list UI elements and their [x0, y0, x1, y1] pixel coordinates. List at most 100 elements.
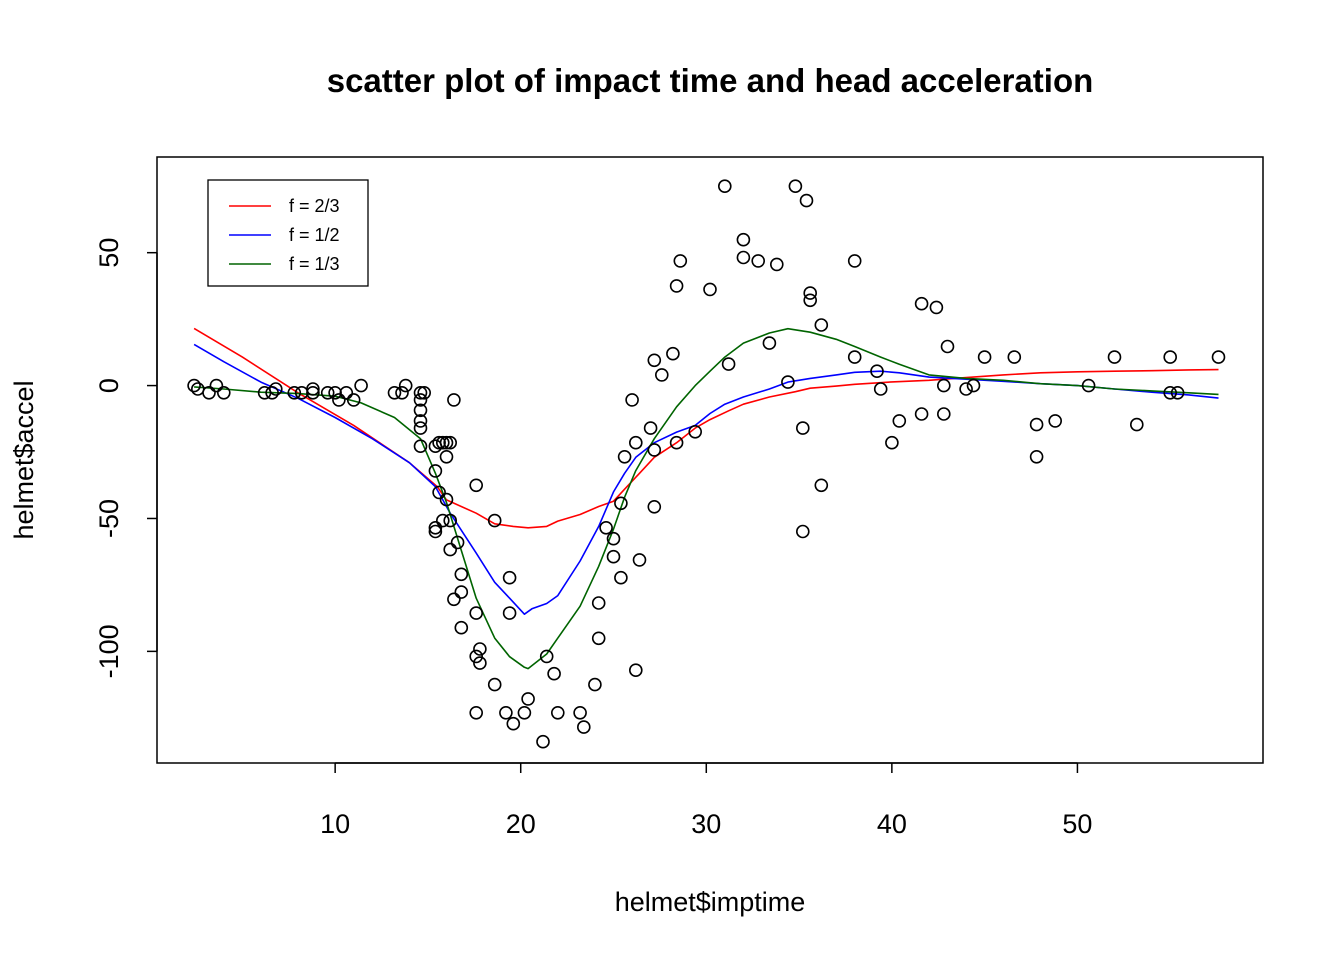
data-point [539, 649, 554, 664]
data-point [387, 385, 402, 400]
data-point [332, 393, 346, 407]
x-tick-label: 40 [877, 809, 907, 839]
data-point [547, 666, 561, 681]
data-point [191, 382, 205, 396]
x-axis: 10 20 30 40 50 [320, 762, 1092, 839]
data-point [814, 478, 829, 493]
data-point [447, 393, 461, 407]
data-point [814, 318, 829, 332]
data-point [499, 705, 513, 720]
data-point [413, 393, 428, 407]
data-point [751, 254, 766, 268]
data-point [795, 421, 810, 435]
data-point [209, 378, 224, 393]
data-point [781, 375, 795, 389]
data-point [432, 485, 446, 500]
data-point [666, 346, 680, 361]
data-point [1163, 350, 1177, 364]
data-points [187, 179, 1226, 749]
series-line-3 [194, 327, 1219, 670]
data-point [202, 385, 216, 400]
data-point [550, 705, 565, 720]
data-point [506, 716, 521, 731]
data-point [413, 439, 428, 454]
legend-label: f = 1/3 [289, 254, 340, 274]
data-point [413, 421, 428, 435]
data-point [454, 585, 469, 599]
data-point [428, 524, 443, 539]
data-point [346, 393, 361, 407]
data-point [473, 656, 487, 670]
data-point [762, 336, 777, 350]
data-point [606, 549, 621, 564]
y-tick-label: -100 [94, 624, 124, 678]
data-point [473, 642, 487, 656]
data-point [1211, 350, 1226, 364]
data-point [936, 378, 951, 393]
data-point [977, 350, 992, 364]
y-tick-label: 50 [94, 238, 124, 268]
data-point [521, 692, 535, 706]
data-point [914, 407, 929, 421]
data-point [428, 439, 443, 454]
data-point [187, 378, 201, 393]
data-point [502, 570, 517, 585]
data-point [588, 677, 602, 692]
y-axis: 50 0 -50 -100 [94, 238, 158, 678]
data-point [469, 606, 484, 620]
data-point [1029, 417, 1044, 432]
y-tick-label: 0 [94, 378, 124, 393]
data-point [428, 520, 443, 535]
data-point [1163, 385, 1177, 400]
data-point [591, 631, 606, 646]
data-point [395, 385, 409, 400]
data-point [328, 385, 342, 400]
data-point [469, 649, 484, 664]
series-line-1 [193, 327, 1219, 529]
data-point [647, 353, 662, 368]
data-point [439, 449, 454, 464]
x-axis-label: helmet$imptime [615, 887, 806, 917]
data-point [788, 179, 803, 193]
data-point [443, 542, 458, 557]
data-point [847, 254, 862, 268]
x-tick-label: 50 [1062, 809, 1092, 839]
data-point [717, 179, 732, 193]
data-point [339, 385, 354, 400]
data-point [487, 677, 502, 692]
data-point [398, 378, 413, 393]
data-point [306, 382, 320, 396]
data-point [443, 513, 458, 528]
x-tick-label: 30 [691, 809, 721, 839]
data-point [940, 339, 955, 354]
data-point [576, 720, 591, 734]
data-point [721, 357, 736, 371]
chart-title: scatter plot of impact time and head acc… [327, 62, 1094, 99]
data-point [643, 421, 658, 435]
data-point [320, 385, 335, 400]
data-point [435, 513, 450, 528]
data-point [1029, 449, 1044, 464]
data-point [413, 414, 428, 428]
data-point [936, 407, 951, 421]
data-point [799, 193, 814, 208]
data-point [454, 567, 469, 582]
data-point [469, 478, 484, 493]
data-point [885, 435, 899, 450]
data-point [647, 443, 662, 457]
data-point [573, 705, 587, 720]
data-point [450, 535, 465, 550]
data-point [443, 435, 458, 450]
data-point [870, 364, 884, 379]
data-point [454, 620, 469, 635]
data-point [469, 705, 484, 720]
y-tick-label: -50 [94, 499, 124, 538]
smoother-lines [193, 327, 1219, 670]
legend-label: f = 1/2 [289, 225, 340, 245]
data-point [1081, 378, 1096, 393]
data-point [354, 378, 368, 393]
data-point [599, 520, 613, 535]
data-point [795, 524, 810, 539]
data-point [306, 385, 320, 400]
